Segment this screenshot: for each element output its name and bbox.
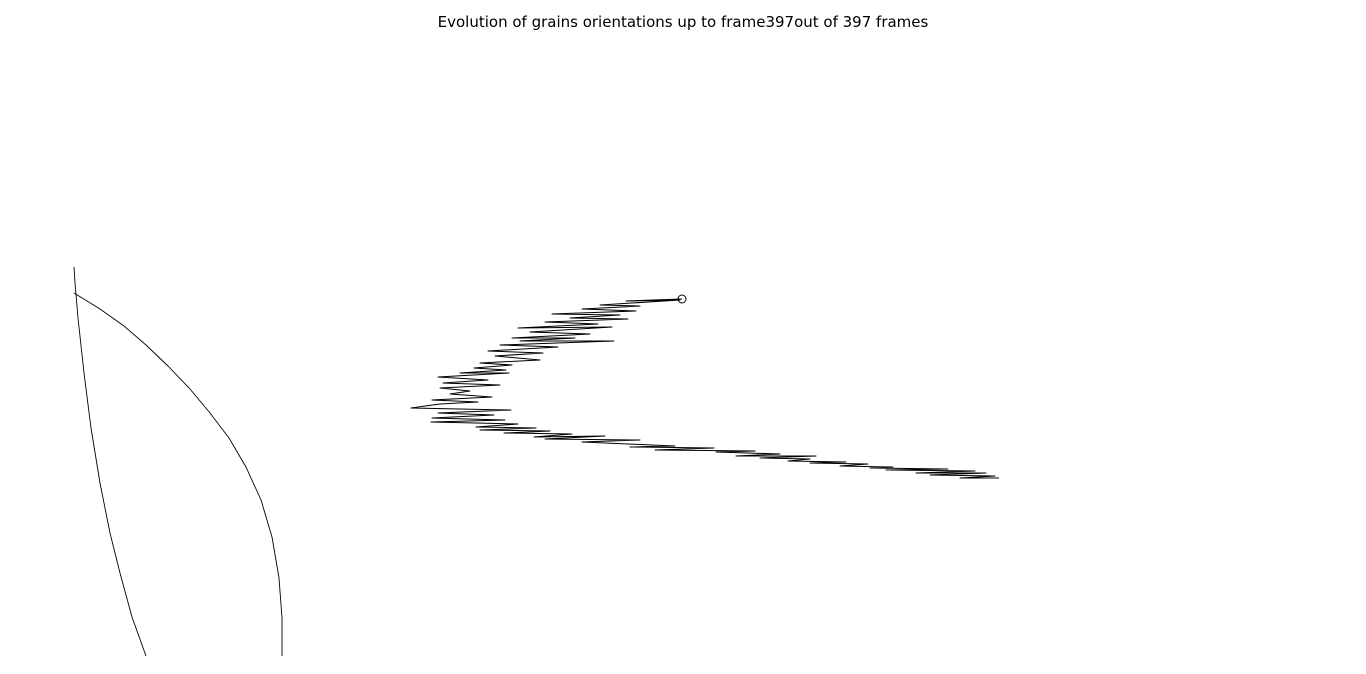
chart-title: Evolution of grains orientations up to f… bbox=[438, 13, 929, 31]
boundary-arc-1 bbox=[73, 266, 147, 657]
orientation-trajectory bbox=[410, 298, 999, 479]
trajectory-line-1 bbox=[410, 298, 999, 479]
current-orientation-marker bbox=[677, 294, 687, 304]
end-marker-layer bbox=[677, 294, 687, 304]
stereographic-boundary bbox=[73, 266, 283, 657]
boundary-arc-2 bbox=[73, 292, 283, 656]
